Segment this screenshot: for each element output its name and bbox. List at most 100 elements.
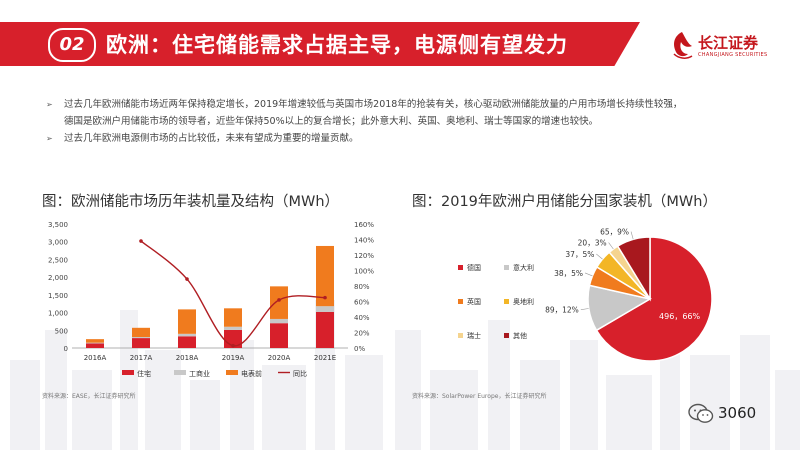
header-bar — [0, 22, 640, 66]
legend-swatch — [504, 265, 509, 270]
left-chart-title: 图：欧洲储能市场历年装机量及结构（MWh） — [42, 194, 340, 210]
yoy-point — [139, 239, 143, 243]
pie-data-label: 89，12% — [545, 306, 579, 315]
bullet-text: 德国是欧洲户用储能市场的领导者，近些年保持50%以上的复合增长；此外意大利、英国… — [64, 116, 599, 127]
legend-label: 瑞士 — [467, 331, 481, 340]
legend-label: 同比 — [293, 369, 307, 378]
pie-data-label: 65，9% — [600, 228, 629, 237]
y-tick-label-right: 60% — [354, 299, 370, 307]
bar-segment — [270, 323, 288, 348]
legend-label: 意大利 — [513, 263, 534, 272]
y-tick-label-right: 100% — [354, 268, 374, 276]
bar-segment — [86, 339, 104, 343]
y-tick-label-left: 3,000 — [48, 239, 68, 247]
y-tick-label-right: 80% — [354, 283, 370, 291]
watermark-text: 3060 — [718, 404, 757, 422]
x-tick-label: 2021E — [314, 354, 336, 362]
right-chart-source: 资料来源：SolarPower Europe，长江证券研究所 — [412, 393, 547, 400]
wechat-icon — [688, 403, 714, 423]
bar-segment — [132, 327, 150, 338]
bar-segment — [178, 333, 196, 337]
y-tick-label-right: 20% — [354, 330, 370, 338]
pie-leader-line — [580, 308, 589, 311]
city-skyline-background — [10, 300, 800, 450]
bar-segment — [316, 306, 334, 312]
legend-swatch — [504, 299, 509, 304]
legend-label: 英国 — [467, 297, 481, 306]
y-tick-label-left: 500 — [55, 327, 68, 335]
pie-data-label: 20，3% — [578, 239, 607, 248]
bar-segment — [316, 245, 334, 307]
legend-label: 德国 — [467, 263, 481, 272]
legend-swatch — [122, 370, 134, 375]
y-tick-label-left: 1,000 — [48, 310, 68, 318]
y-tick-label-right: 160% — [354, 221, 374, 229]
bar-segment — [132, 337, 150, 339]
bar-segment — [86, 342, 104, 344]
y-tick-label-left: 2,500 — [48, 256, 68, 264]
pie-data-label: 496，66% — [659, 312, 700, 321]
pie-data-label: 38，5% — [554, 269, 583, 278]
bar-segment — [270, 318, 288, 324]
page-title: 欧洲：住宅储能需求占据主导，电源侧有望发力 — [106, 33, 568, 57]
bar-segment — [178, 336, 196, 348]
company-logo: 长江证券 CHANGJIANG SECURITIES — [668, 30, 788, 66]
page-header: 02 欧洲：住宅储能需求占据主导，电源侧有望发力 — [0, 22, 800, 66]
legend-label: 工商业 — [189, 369, 210, 378]
yoy-point — [277, 298, 281, 302]
y-tick-label-left: 3,500 — [48, 221, 68, 229]
pie-leader-line — [630, 231, 634, 240]
bullet-text: 过去几年欧洲储能市场近两年保持稳定增长，2019年增速较低与英国市场2018年的… — [64, 99, 683, 110]
bar-segment — [316, 311, 334, 348]
bullet-item: ➢ 过去几年欧洲电源侧市场的占比较低，未来有望成为重要的增量贡献。 — [46, 130, 766, 147]
left-chart-source: 资料来源：EASE，长江证券研究所 — [42, 393, 136, 400]
y-tick-label-right: 120% — [354, 252, 374, 260]
bullet-item: ➢ 过去几年欧洲储能市场近两年保持稳定增长，2019年增速较低与英国市场2018… — [46, 96, 766, 113]
bar-segment — [224, 326, 242, 330]
bar-segment — [86, 343, 104, 348]
pie-slice — [616, 236, 651, 302]
logo-bird-icon — [673, 32, 693, 59]
section-number: 02 — [48, 28, 96, 62]
pie-leader-line — [596, 253, 603, 260]
y-tick-label-left: 1,500 — [48, 292, 68, 300]
legend-swatch — [504, 333, 509, 338]
y-tick-label-right: 0% — [354, 345, 365, 353]
bullet-text: 过去几年欧洲电源侧市场的占比较低，未来有望成为重要的增量贡献。 — [64, 133, 359, 144]
legend-label: 电表前 — [241, 369, 262, 378]
yoy-point — [323, 295, 327, 300]
bar-segment — [132, 338, 150, 348]
pie-leader-line — [584, 272, 593, 277]
bar-segment — [224, 308, 242, 327]
x-tick-label: 2017A — [130, 354, 153, 362]
x-tick-label: 2019A — [222, 354, 245, 362]
x-tick-label: 2018A — [176, 354, 199, 362]
legend-swatch — [458, 299, 463, 304]
pie-leader-line — [608, 242, 614, 250]
pie-chart: 496，66% 89，12% 38，5% 37，5% 20，3% 65，9% 德国 意大利英国… — [458, 228, 713, 362]
bar-segment — [178, 309, 196, 334]
pie-slice — [595, 236, 713, 362]
x-tick-label: 2016A — [84, 354, 107, 362]
legend-swatch — [174, 370, 186, 375]
logo-name: 长江证券 — [698, 34, 759, 52]
legend-label: 住宅 — [137, 369, 151, 378]
bullet-arrow-icon: ➢ — [46, 100, 53, 109]
bullet-list: ➢ 过去几年欧洲储能市场近两年保持稳定增长，2019年增速较低与英国市场2018… — [46, 96, 766, 147]
wechat-watermark: 3060 — [688, 402, 788, 426]
pie-data-label: 37，5% — [565, 250, 594, 259]
legend-label: 奥地利 — [513, 297, 534, 306]
legend-label: 其他 — [513, 331, 527, 340]
yoy-point — [185, 277, 189, 281]
logo-subtitle: CHANGJIANG SECURITIES — [698, 52, 768, 58]
legend-swatch — [458, 265, 463, 270]
y-tick-label-left: 0 — [64, 345, 68, 353]
right-chart-title: 图：2019年欧洲户用储能分国家装机（MWh） — [412, 194, 717, 210]
legend-swatch — [226, 370, 238, 375]
y-tick-label-right: 140% — [354, 237, 374, 245]
y-tick-label-left: 2,000 — [48, 274, 68, 282]
legend-swatch — [458, 333, 463, 338]
x-tick-label: 2020A — [268, 354, 291, 362]
stacked-bar-line-chart: 0 500 1,000 1,500 2,000 2,500 3,000 3,500 0% 20% 4… — [48, 221, 374, 378]
bullet-item-continued: 德国是欧洲户用储能市场的领导者，近些年保持50%以上的复合增长；此外意大利、英国… — [46, 113, 766, 130]
